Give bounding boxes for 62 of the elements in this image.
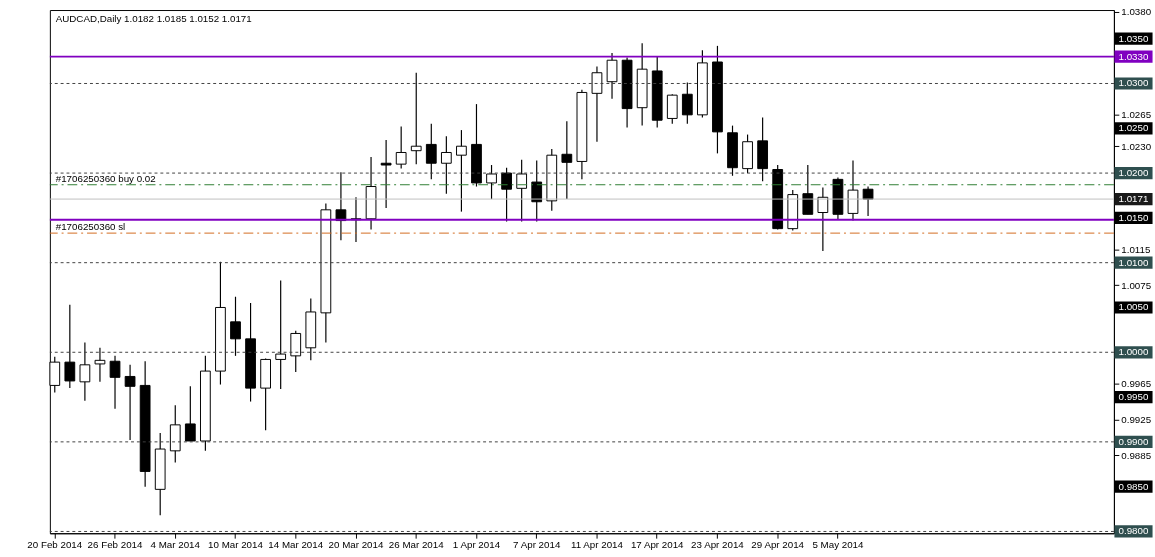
candlestick	[184, 385, 196, 442]
annotation: 1.0050	[1118, 301, 1149, 313]
ref-line-label: 0.9800	[1118, 525, 1149, 537]
candlestick	[109, 355, 121, 410]
candlestick	[425, 123, 437, 180]
candlestick	[395, 125, 407, 170]
candlestick	[440, 135, 452, 195]
ref-line-label: 0.9900	[1118, 435, 1149, 447]
ref-line-label: 1.0300	[1118, 77, 1149, 89]
candlestick	[124, 364, 136, 441]
x-tick-label: 7 Apr 2014	[513, 539, 561, 551]
candlestick	[456, 129, 467, 213]
x-tick-label: 29 Apr 2014	[751, 539, 805, 551]
candlestick	[410, 72, 422, 165]
candlestick	[380, 139, 392, 209]
candlestick	[290, 330, 302, 373]
candlestick	[847, 159, 859, 222]
candlestick	[591, 65, 603, 143]
y-tick-label: 1.0265	[1121, 109, 1152, 121]
ref-line-label: 1.0200	[1118, 167, 1149, 179]
ref-line-label: #1706250360 buy 0.02	[55, 172, 156, 184]
x-tick-label: 26 Mar 2014	[388, 539, 445, 551]
candlestick	[666, 93, 678, 125]
annotation: 0.9950	[1118, 391, 1149, 403]
x-tick-label: 10 Mar 2014	[208, 539, 264, 551]
x-tick-label: 14 Mar 2014	[268, 539, 324, 551]
y-tick-label: 1.0230	[1121, 140, 1152, 152]
x-tick-label: 20 Mar 2014	[328, 539, 384, 551]
y-tick-label: 0.9885	[1121, 449, 1152, 461]
x-tick-label: 23 Apr 2014	[691, 539, 745, 551]
annotation: 1.0350	[1118, 32, 1149, 44]
candlestick	[230, 296, 241, 357]
x-tick-label: 20 Feb 2014	[27, 539, 83, 551]
x-tick-label: 17 Apr 2014	[630, 539, 685, 551]
candlestick	[561, 120, 573, 200]
candlestick	[94, 347, 106, 383]
ref-line-label: 1.0000	[1118, 346, 1149, 358]
x-tick-label: 11 Apr 2014	[570, 539, 624, 551]
chart-title: AUDCAD,Daily 1.0182 1.0185 1.0152 1.0171	[55, 12, 252, 24]
annotation: 1.0150	[1118, 211, 1149, 223]
y-tick-label: 1.0075	[1121, 279, 1152, 291]
y-tick-label: 0.9965	[1121, 378, 1152, 390]
annotation: 1.0250	[1118, 122, 1149, 134]
x-tick-label: 4 Mar 2014	[150, 539, 201, 551]
candlestick	[275, 280, 287, 390]
candlestick	[681, 82, 693, 125]
ref-line-label: 1.0330	[1118, 50, 1149, 62]
x-tick-label: 5 May 2014	[812, 539, 865, 551]
annotation: 0.9850	[1118, 480, 1149, 492]
ref-line-label: 1.0171	[1118, 193, 1149, 205]
ref-line-label: #1706250360 sl	[55, 221, 126, 233]
candlestick	[802, 164, 814, 215]
y-tick-label: 1.0380	[1121, 6, 1152, 18]
candlestick	[486, 164, 497, 200]
candlestick	[64, 304, 76, 389]
x-tick-label: 1 Apr 2014	[452, 539, 501, 551]
x-tick-label: 26 Feb 2014	[87, 539, 143, 551]
candlestick	[606, 52, 618, 100]
y-tick-label: 1.0115	[1121, 243, 1151, 255]
y-tick-label: 0.9925	[1121, 413, 1152, 425]
ref-line-label: 1.0100	[1118, 256, 1149, 268]
candlestick	[79, 341, 91, 402]
